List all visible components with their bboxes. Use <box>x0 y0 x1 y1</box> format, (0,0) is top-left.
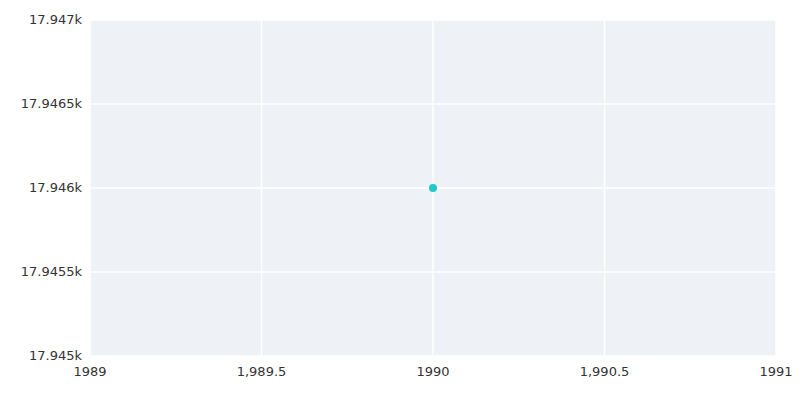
y-tick-label: 17.9455k <box>21 264 83 279</box>
grid <box>90 20 776 356</box>
points <box>429 184 437 192</box>
y-grid-line <box>90 19 776 21</box>
chart: 1989 1,989.5 1990 1,990.5 1991 17.945k 17.9455… <box>0 0 800 400</box>
x-tick-label: 1991 <box>759 364 792 379</box>
x-tick-label: 1,989.5 <box>237 364 287 379</box>
y-tick-label: 17.9465k <box>21 96 83 111</box>
y-tick-label: 17.945k <box>29 348 82 363</box>
x-tick-label: 1989 <box>73 364 106 379</box>
y-tick-label: 17.946k <box>29 180 82 195</box>
chart-container: 1989 1,989.5 1990 1,990.5 1991 17.945k 17.9455… <box>0 0 800 400</box>
tick-labels: 1989 1,989.5 1990 1,990.5 1991 17.945k 17.9455… <box>21 12 793 380</box>
y-grid-line <box>90 103 776 105</box>
y-grid-line <box>90 271 776 273</box>
x-tick-label: 1,990.5 <box>580 364 630 379</box>
y-tick-label: 17.947k <box>29 12 82 27</box>
plot-background <box>90 20 776 356</box>
x-tick-label: 1990 <box>416 364 449 379</box>
point <box>429 184 437 192</box>
y-grid-line <box>90 355 776 357</box>
